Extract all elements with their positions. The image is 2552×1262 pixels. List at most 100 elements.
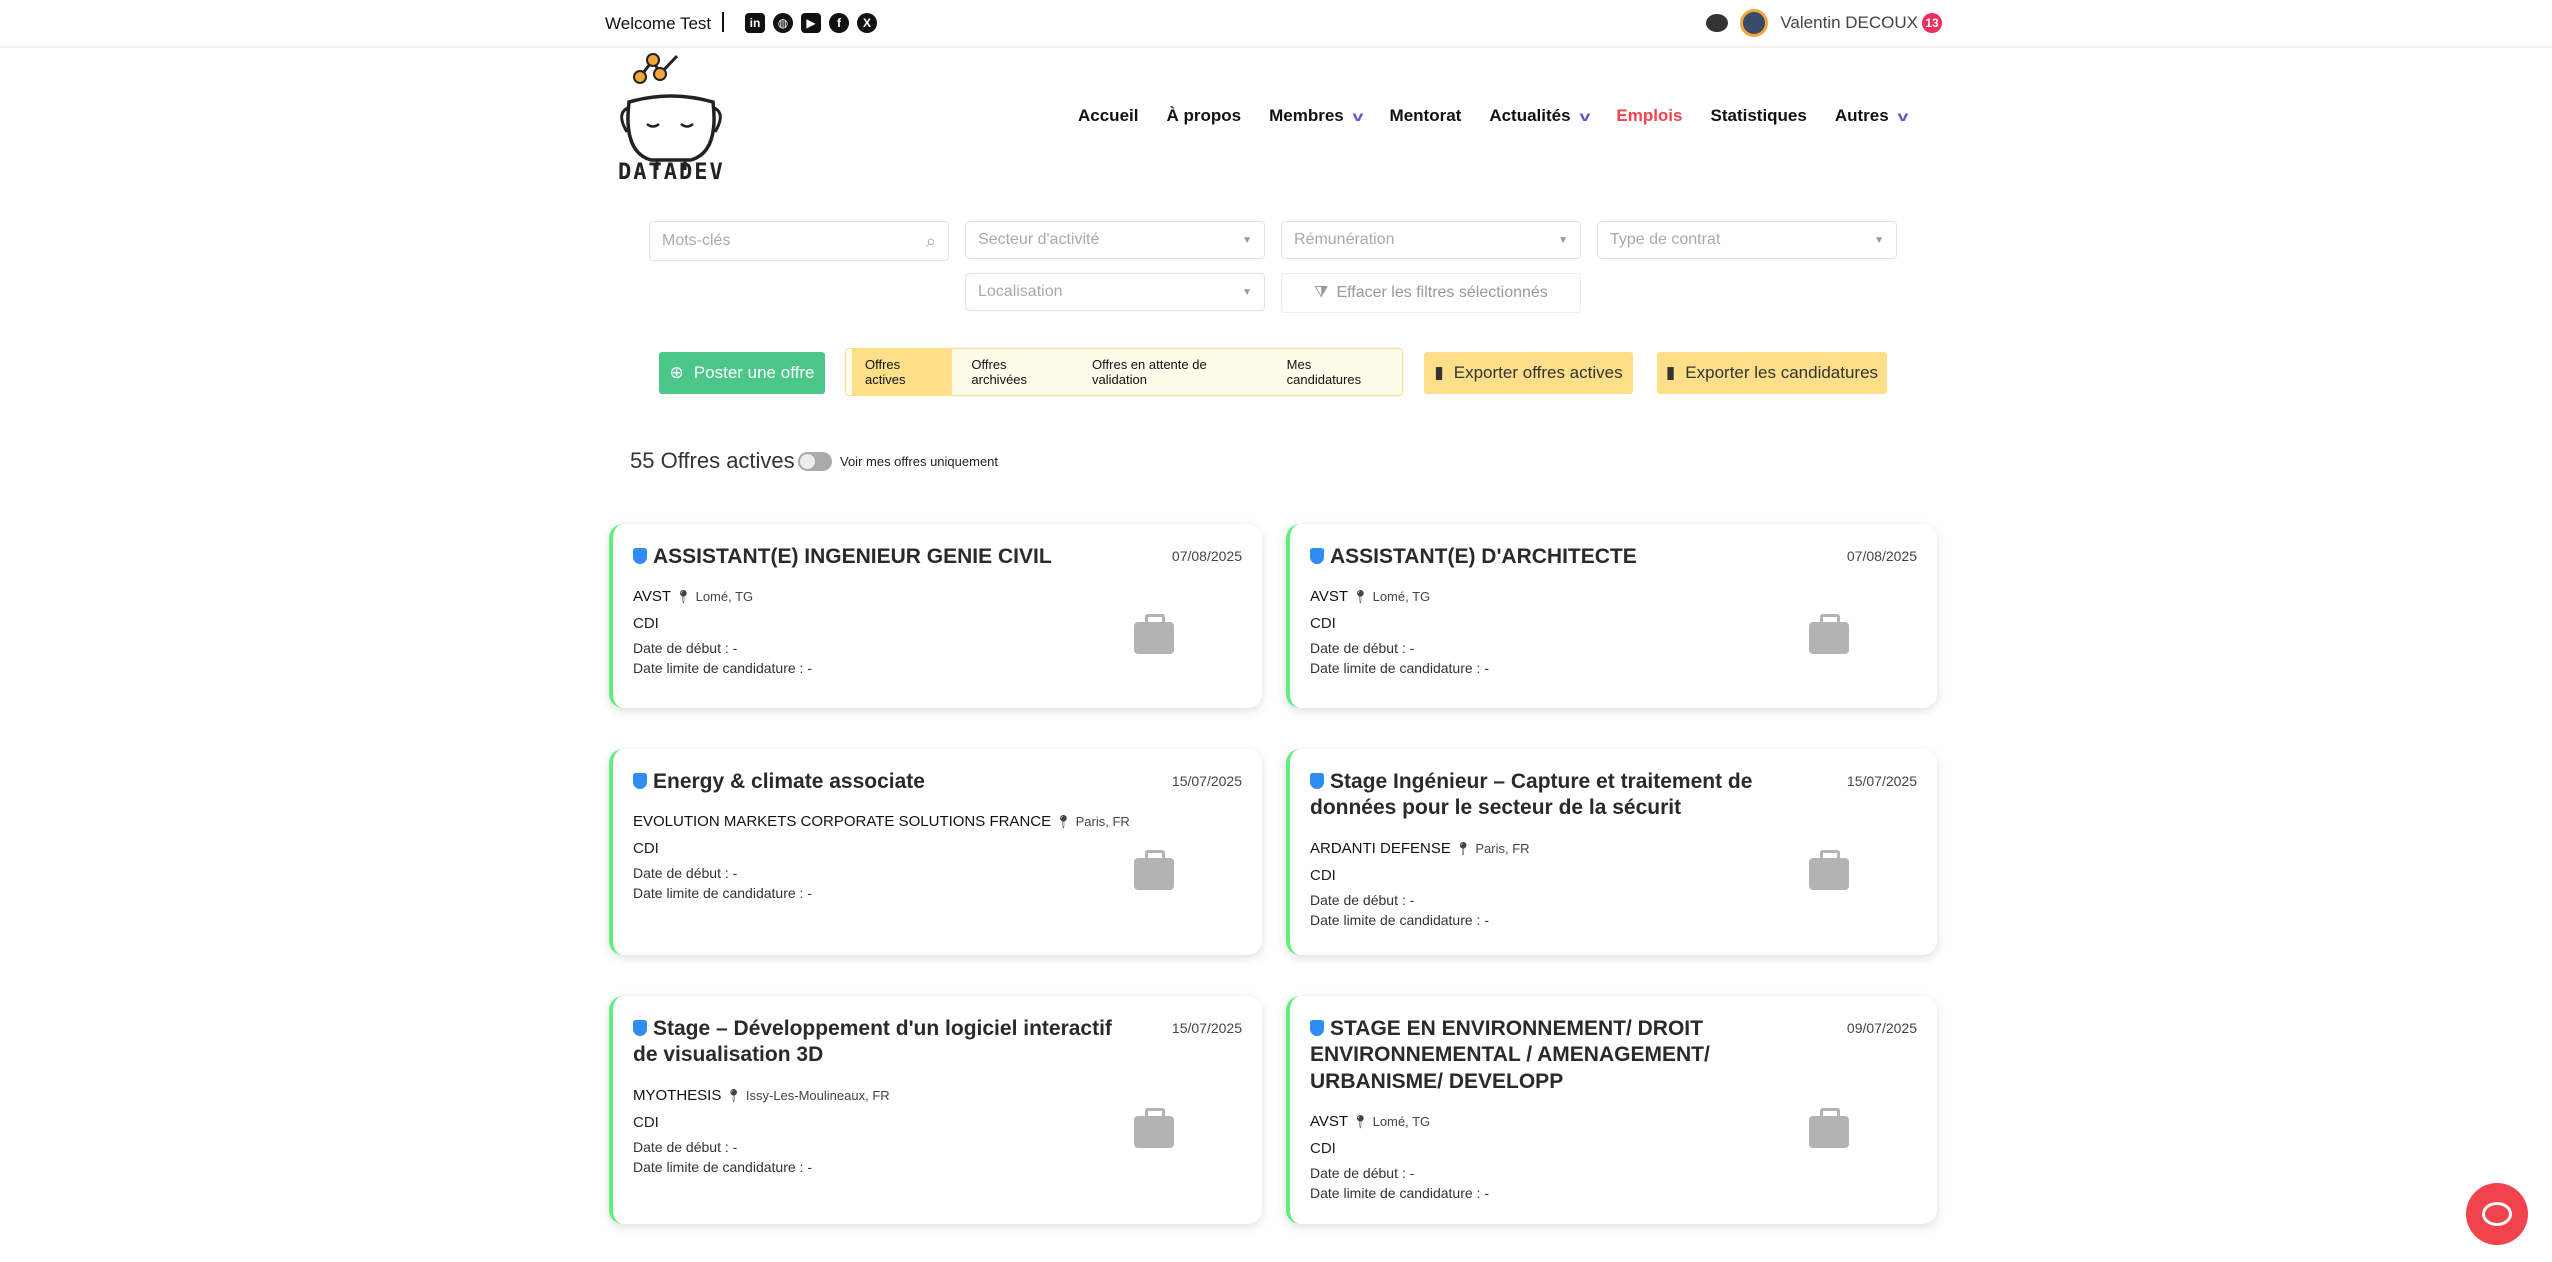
job-start-date: Date de début : - (633, 865, 738, 882)
job-contract-type: CDI (633, 615, 659, 633)
export-applications-button[interactable]: ▮ Exporter les candidatures (1657, 352, 1887, 394)
tab-offres-actives[interactable]: Offres actives (852, 348, 953, 396)
offer-count: 55 Offres actives (630, 448, 795, 473)
salary-select[interactable]: Rémunération ▼ (1281, 221, 1581, 259)
tab-offres-archivees[interactable]: Offres archivées (971, 357, 1028, 387)
main-nav: Accueil À propos Membres v Mentorat Actua… (1078, 106, 1909, 126)
job-title[interactable]: Energy & climate associate (633, 769, 1133, 795)
job-title[interactable]: ASSISTANT(E) INGENIEUR GENIE CIVIL (633, 544, 1133, 570)
shield-icon (633, 548, 647, 564)
button-label: Effacer les filtres sélectionnés (1336, 284, 1548, 301)
nav-membres[interactable]: Membres v (1269, 106, 1363, 126)
offer-tabs: Offres actives Offres archivées Offres e… (845, 348, 1403, 396)
job-title-text: Stage Ingénieur – Capture et traitement … (1310, 770, 1753, 820)
x-icon[interactable]: X (857, 13, 877, 33)
nav-statistiques[interactable]: Statistiques (1710, 106, 1806, 126)
shield-icon (633, 1020, 647, 1036)
file-download-icon: ▮ (1665, 363, 1676, 382)
sector-select[interactable]: Secteur d'activité ▼ (965, 221, 1265, 259)
job-title[interactable]: Stage Ingénieur – Capture et traitement … (1310, 769, 1810, 822)
nav-label: Membres (1269, 106, 1344, 125)
job-start-date: Date de début : - (1310, 1164, 1415, 1181)
notification-badge[interactable]: 13 (1922, 13, 1942, 33)
my-offers-toggle[interactable] (798, 452, 832, 471)
job-card[interactable]: Stage Ingénieur – Capture et traitement … (1286, 749, 1937, 955)
job-location: Lomé, TG (695, 589, 754, 605)
job-company: EVOLUTION MARKETS CORPORATE SOLUTIONS FR… (633, 813, 1052, 831)
job-card[interactable]: Stage – Développement d'un logiciel inte… (609, 996, 1262, 1224)
datadev-logo[interactable] (615, 52, 727, 182)
job-card[interactable]: STAGE EN ENVIRONNEMENT/ DROIT ENVIRONNEM… (1286, 996, 1937, 1224)
chat-icon[interactable] (1706, 14, 1729, 32)
caret-down-icon: ▼ (1242, 286, 1252, 298)
job-title[interactable]: Stage – Développement d'un logiciel inte… (633, 1016, 1133, 1069)
job-card[interactable]: ASSISTANT(E) INGENIEUR GENIE CIVIL 07/08… (609, 524, 1262, 708)
user-menu[interactable]: Valentin DECOUX 13 (1706, 9, 1942, 37)
job-location: Lomé, TG (1372, 1113, 1431, 1129)
user-name[interactable]: Valentin DECOUX (1780, 13, 1918, 32)
welcome-text: Welcome Test (605, 14, 712, 33)
map-pin-icon: 📍︎ (1055, 814, 1072, 830)
linkedin-icon[interactable]: in (745, 13, 765, 33)
select-value: Type de contrat (1610, 231, 1721, 248)
briefcase-icon (1809, 850, 1849, 890)
clear-filters-button[interactable]: ⧩ Effacer les filtres sélectionnés (1281, 273, 1581, 313)
select-value: Secteur d'activité (978, 231, 1100, 248)
select-value: Localisation (978, 283, 1063, 300)
briefcase-icon (1134, 1108, 1174, 1148)
divider (722, 12, 724, 32)
avatar[interactable] (1740, 9, 1769, 37)
export-active-button[interactable]: ▮ Exporter offres actives (1424, 352, 1633, 394)
nav-emplois[interactable]: Emplois (1616, 106, 1682, 126)
job-date: 09/07/2025 (1846, 1020, 1917, 1036)
briefcase-icon (1809, 1108, 1849, 1148)
select-value: Rémunération (1294, 231, 1395, 248)
globe-icon[interactable]: ◍ (773, 13, 793, 33)
facebook-icon[interactable]: f (829, 13, 849, 33)
job-deadline: Date limite de candidature : - (633, 1158, 812, 1175)
job-start-date: Date de début : - (1310, 891, 1415, 908)
file-download-icon: ▮ (1434, 363, 1444, 382)
nav-mentorat[interactable]: Mentorat (1390, 106, 1462, 126)
nav-a-propos[interactable]: À propos (1166, 106, 1241, 126)
job-location: Paris, FR (1475, 840, 1530, 856)
job-title-text: STAGE EN ENVIRONNEMENT/ DROIT ENVIRONNEM… (1310, 1017, 1710, 1093)
chat-button[interactable] (2466, 1183, 2528, 1245)
briefcase-icon (1134, 850, 1174, 890)
caret-down-icon: ▼ (1242, 234, 1252, 246)
keywords-input[interactable]: Mots-clés ⌕ (649, 221, 949, 261)
caret-down-icon: ▼ (1874, 234, 1884, 246)
nav-accueil[interactable]: Accueil (1078, 106, 1138, 126)
nav-autres[interactable]: Autres v (1834, 106, 1909, 126)
job-deadline: Date limite de candidature : - (633, 660, 812, 677)
youtube-icon[interactable]: ▶ (801, 13, 821, 33)
button-label: Poster une offre (693, 363, 815, 382)
filter-clear-icon: ⧩ (1314, 284, 1329, 301)
nav-actualites[interactable]: Actualités v (1489, 106, 1590, 126)
job-contract-type: CDI (1310, 615, 1336, 633)
chevron-down-icon: v (1897, 108, 1909, 124)
job-title[interactable]: ASSISTANT(E) D'ARCHITECTE (1310, 544, 1810, 570)
nav-label: Mentorat (1389, 106, 1462, 125)
shield-icon (633, 773, 647, 789)
toggle-label: Voir mes offres uniquement (840, 454, 999, 469)
job-card[interactable]: Energy & climate associate 15/07/2025 EV… (609, 749, 1262, 955)
job-card[interactable]: ASSISTANT(E) D'ARCHITECTE 07/08/2025 AVS… (1286, 524, 1937, 708)
briefcase-icon (1809, 614, 1849, 654)
location-select[interactable]: Localisation ▼ (965, 273, 1265, 311)
job-title[interactable]: STAGE EN ENVIRONNEMENT/ DROIT ENVIRONNEM… (1310, 1016, 1810, 1095)
tab-mes-candidatures[interactable]: Mes candidatures (1286, 357, 1362, 387)
job-company: AVST (1310, 588, 1349, 606)
nav-label: Autres (1834, 106, 1889, 125)
job-title-text: Energy & climate associate (653, 770, 925, 793)
job-date: 15/07/2025 (1171, 773, 1242, 789)
job-company: MYOTHESIS (633, 1086, 722, 1104)
job-location: Lomé, TG (1372, 589, 1431, 605)
tab-offres-attente[interactable]: Offres en attente de validation (1092, 357, 1207, 387)
contract-select[interactable]: Type de contrat ▼ (1597, 221, 1897, 259)
nav-label: À propos (1166, 106, 1242, 125)
post-offer-button[interactable]: ⊕ Poster une offre (659, 352, 825, 394)
chevron-down-icon: v (1579, 108, 1590, 124)
job-contract-type: CDI (633, 840, 659, 858)
job-title-text: ASSISTANT(E) D'ARCHITECTE (1330, 545, 1637, 568)
